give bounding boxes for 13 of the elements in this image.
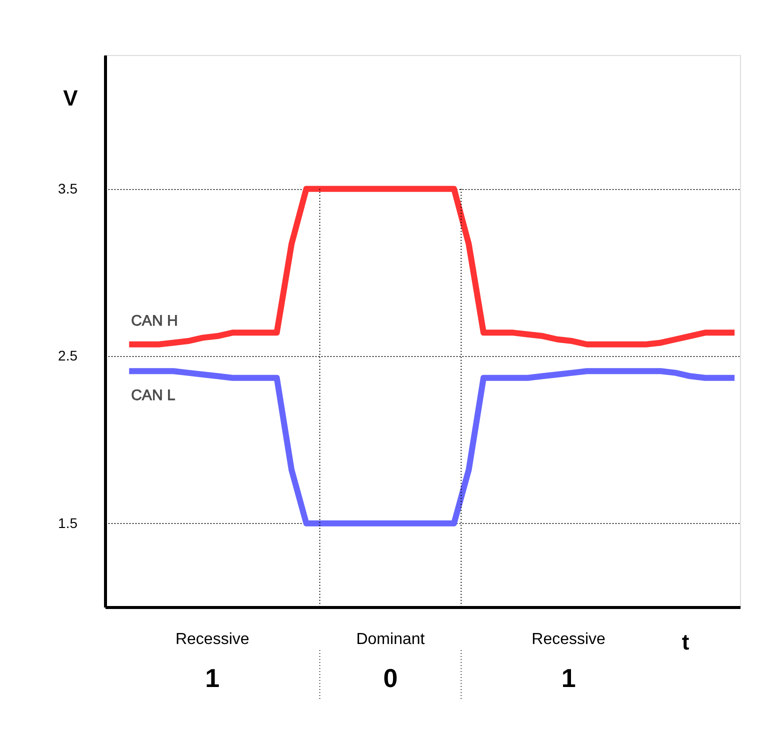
text: 1 [205, 663, 220, 693]
y-tick-label: 1.5 [58, 514, 78, 531]
x-axis-title: t [682, 630, 690, 654]
y-tick-label: 2.5 [58, 348, 78, 364]
text: 0 [383, 663, 398, 693]
text: 1 [561, 663, 576, 693]
text: Recessive [175, 631, 250, 648]
text: Recessive [532, 631, 606, 648]
series-label: CAN H [131, 312, 178, 330]
text: Dominant [356, 631, 426, 648]
y-axis-title: V [63, 86, 78, 110]
series-label: CAN L [131, 387, 176, 404]
y-tick-label: 3.5 [58, 180, 78, 196]
